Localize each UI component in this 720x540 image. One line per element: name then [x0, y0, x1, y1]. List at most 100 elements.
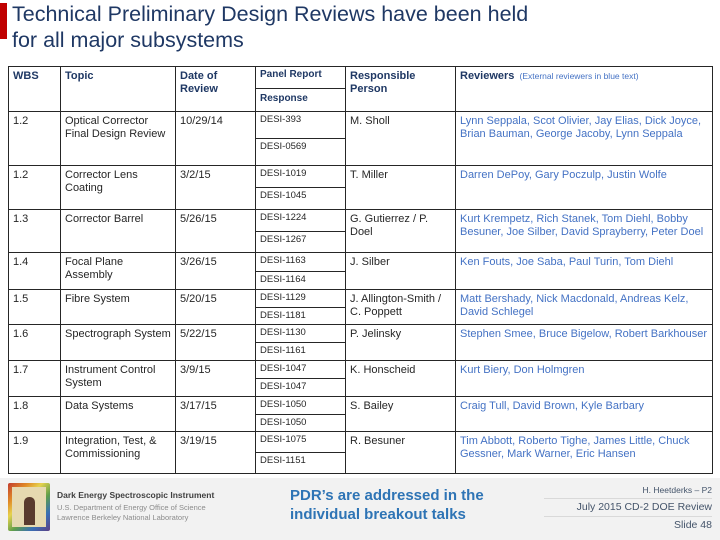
panel-report-number: DESI-1129 [256, 290, 345, 308]
col-header-reviewers: Reviewers (External reviewers in blue te… [455, 66, 713, 112]
panel-report-cell: DESI-1163 DESI-1164 [255, 252, 346, 290]
org-text-block: Dark Energy Spectroscopic Instrument U.S… [57, 483, 214, 531]
date-cell: 3/17/15 [175, 396, 256, 432]
panel-cell-wrap: DESI-1019 DESI-1045 [256, 166, 345, 209]
reviewers-cell: Kurt Krempetz, Rich Stanek, Tom Diehl, B… [455, 209, 713, 253]
panel-report-cell: DESI-1047 DESI-1047 [255, 360, 346, 397]
responsible-cell: R. Besuner [345, 431, 456, 474]
panel-report-number: DESI-1075 [256, 432, 345, 453]
response-number: DESI-1164 [260, 273, 306, 285]
responsible-cell: J. Silber [345, 252, 456, 290]
wbs-cell: 1.7 [8, 360, 61, 397]
panel-report-cell: DESI-1075 DESI-1151 [255, 431, 346, 474]
panel-report-cell: DESI-1130 DESI-1161 [255, 324, 346, 361]
telescope-tower-shape [23, 497, 35, 525]
reviewers-cell: Matt Bershady, Nick Macdonald, Andreas K… [455, 289, 713, 325]
panel-cell-wrap: DESI-393 DESI-0569 [256, 112, 345, 165]
date-cell: 3/9/15 [175, 360, 256, 397]
panel-report-cell: DESI-393 DESI-0569 [255, 111, 346, 166]
reviewers-cell: Tim Abbott, Roberto Tighe, James Little,… [455, 431, 713, 474]
col-header-panel: Panel Report Response [255, 66, 346, 112]
panel-report-number: DESI-1019 [256, 166, 345, 188]
reviewers-cell: Craig Tull, David Brown, Kyle Barbary [455, 396, 713, 432]
col-header-responsible: Responsible Person [345, 66, 456, 112]
panel-cell-wrap: DESI-1047 DESI-1047 [256, 361, 345, 396]
response-number: DESI-0569 [260, 141, 307, 152]
date-cell: 10/29/14 [175, 111, 256, 166]
panel-cell-wrap: DESI-1130 DESI-1161 [256, 325, 345, 360]
table-row: 1.9 Integration, Test, & Commissioning 3… [8, 431, 713, 474]
desi-logo-art [12, 487, 46, 527]
wbs-cell: 1.8 [8, 396, 61, 432]
response-number: DESI-1267 [260, 233, 307, 245]
col-header-response: Response [260, 92, 308, 104]
topic-cell: Fibre System [60, 289, 176, 325]
org-line3: Lawrence Berkeley National Laboratory [57, 513, 189, 523]
table-row: 1.8 Data Systems 3/17/15 DESI-1050 DESI-… [8, 396, 713, 432]
response-number: DESI-1151 [260, 455, 306, 466]
panel-cell-wrap: DESI-1163 DESI-1164 [256, 253, 345, 289]
wbs-cell: 1.9 [8, 431, 61, 474]
wbs-cell: 1.5 [8, 289, 61, 325]
date-cell: 3/19/15 [175, 431, 256, 474]
wbs-cell: 1.3 [8, 209, 61, 253]
table-row: 1.2 Corrector Lens Coating 3/2/15 DESI-1… [8, 165, 713, 210]
date-cell: 3/2/15 [175, 165, 256, 210]
table-row: 1.4 Focal Plane Assembly 3/26/15 DESI-11… [8, 252, 713, 290]
presenter-label: H. Heetderks – P2 [544, 483, 712, 499]
topic-cell: Focal Plane Assembly [60, 252, 176, 290]
topic-cell: Data Systems [60, 396, 176, 432]
desi-logo [8, 483, 50, 531]
footer-note: PDR’s are addressed in the individual br… [290, 487, 484, 523]
topic-cell: Integration, Test, & Commissioning [60, 431, 176, 474]
table-row: 1.3 Corrector Barrel 5/26/15 DESI-1224 D… [8, 209, 713, 253]
panel-report-cell: DESI-1224 DESI-1267 [255, 209, 346, 253]
panel-report-number: DESI-1050 [256, 397, 345, 415]
title-accent-bar [0, 3, 7, 39]
responsible-cell: S. Bailey [345, 396, 456, 432]
responsible-cell: P. Jelinsky [345, 324, 456, 361]
org-name: Dark Energy Spectroscopic Instrument [57, 490, 215, 500]
panel-cell-wrap: DESI-1050 DESI-1050 [256, 397, 345, 431]
col-header-date: Date of Review [175, 66, 256, 112]
topic-cell: Corrector Lens Coating [60, 165, 176, 210]
responsible-cell: J. Allington-Smith / C. Poppett [345, 289, 456, 325]
review-table: WBS Topic Date of Review Panel Report Re… [8, 66, 713, 474]
slide-number: Slide 48 [674, 519, 712, 531]
panel-report-number: DESI-1163 [256, 253, 345, 272]
org-line2: U.S. Department of Energy Office of Scie… [57, 503, 206, 512]
panel-report-cell: DESI-1129 DESI-1181 [255, 289, 346, 325]
wbs-cell: 1.6 [8, 324, 61, 361]
panel-report-cell: DESI-1050 DESI-1050 [255, 396, 346, 432]
date-cell: 5/26/15 [175, 209, 256, 253]
date-cell: 3/26/15 [175, 252, 256, 290]
footer-org-block: Dark Energy Spectroscopic Instrument U.S… [8, 483, 290, 531]
reviewers-cell: Stephen Smee, Bruce Bigelow, Robert Bark… [455, 324, 713, 361]
panel-cell-wrap: DESI-1075 DESI-1151 [256, 432, 345, 473]
col-header-topic: Topic [60, 66, 176, 112]
col-header-panel-report: Panel Report [256, 67, 345, 89]
reviewers-cell: Ken Fouts, Joe Saba, Paul Turin, Tom Die… [455, 252, 713, 290]
panel-cell-wrap: DESI-1129 DESI-1181 [256, 290, 345, 324]
panel-report-number: DESI-393 [256, 112, 345, 139]
responsible-cell: K. Honscheid [345, 360, 456, 397]
response-number: DESI-1050 [260, 416, 307, 428]
date-cell: 5/22/15 [175, 324, 256, 361]
slide-footer: Dark Energy Spectroscopic Instrument U.S… [0, 478, 720, 540]
topic-cell: Spectrograph System [60, 324, 176, 361]
topic-cell: Corrector Barrel [60, 209, 176, 253]
topic-cell: Optical Corrector Final Design Review [60, 111, 176, 166]
wbs-cell: 1.2 [8, 111, 61, 166]
reviewers-cell: Darren DePoy, Gary Poczulp, Justin Wolfe [455, 165, 713, 210]
response-number: DESI-1181 [260, 309, 306, 321]
reviewers-header-label: Reviewers [460, 70, 515, 82]
wbs-cell: 1.4 [8, 252, 61, 290]
reviewers-cell: Kurt Biery, Don Holmgren [455, 360, 713, 397]
panel-report-number: DESI-1130 [256, 325, 345, 343]
table-row: 1.7 Instrument Control System 3/9/15 DES… [8, 360, 713, 397]
date-cell: 5/20/15 [175, 289, 256, 325]
responsible-cell: M. Sholl [345, 111, 456, 166]
table-row: 1.5 Fibre System 5/20/15 DESI-1129 DESI-… [8, 289, 713, 325]
col-header-wbs: WBS [8, 66, 61, 112]
